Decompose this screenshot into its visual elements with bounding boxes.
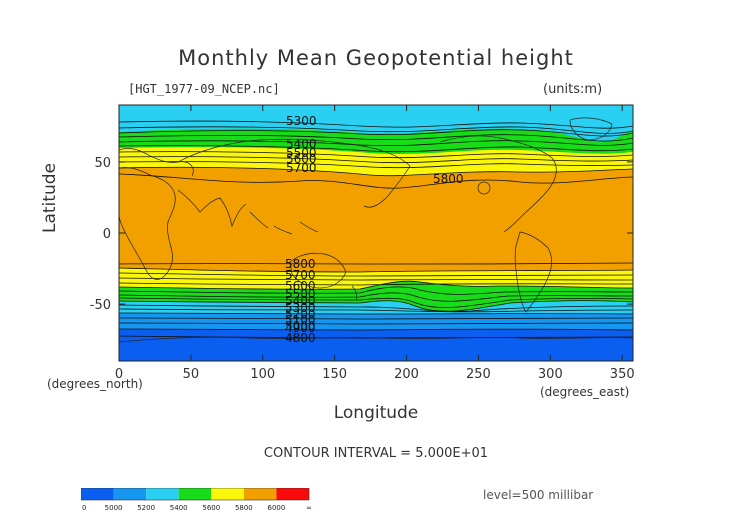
contour-label: 5500 <box>286 146 317 160</box>
contour-interval: CONTOUR INTERVAL = 5.000E+01 <box>263 446 489 461</box>
contour-lines <box>119 120 633 339</box>
color-legend: 0 5000 5200 5400 5600 5800 6000 ∞ <box>81 488 312 512</box>
legend-label: ∞ <box>306 504 312 512</box>
coastlines <box>119 117 633 343</box>
legend-swatch <box>113 488 147 500</box>
x-axis-unit: (degrees_east) <box>540 385 630 399</box>
contour-label: 5600 <box>286 152 317 166</box>
contour-label: 5800 <box>433 172 464 186</box>
map-title: Monthly Mean Geopotential height <box>178 46 574 70</box>
y-axis-unit: (degrees_north) <box>47 377 143 391</box>
contour-label: 5100 <box>285 313 316 327</box>
contour-label: 5800 <box>285 257 316 271</box>
legend-frame <box>81 488 310 501</box>
contour-label: 5500 <box>285 287 316 301</box>
legend-swatch <box>146 488 179 500</box>
x-tick-label: 200 <box>394 367 419 382</box>
legend-label: 0 <box>82 504 86 512</box>
legend-swatch <box>211 488 244 500</box>
contour-label: 5200 <box>285 307 316 321</box>
pressure-level: level=500 millibar <box>483 488 594 502</box>
x-axis-label: Longitude <box>333 403 419 423</box>
contour-label: 5700 <box>286 161 317 175</box>
x-tick-label: 50 <box>183 367 200 382</box>
legend-label: 6000 <box>268 504 286 512</box>
y-tick-label: -50 <box>90 298 111 313</box>
legend-label: 5000 <box>105 504 123 512</box>
legend-label: 5200 <box>137 504 155 512</box>
x-tick-label: 250 <box>466 367 491 382</box>
x-tick-label: 100 <box>250 367 275 382</box>
contour-labels: 5300540055005600570058005800570056005500… <box>285 114 464 345</box>
legend-swatch <box>276 488 309 500</box>
contour-label: 5300 <box>286 114 317 128</box>
band-blue-south <box>119 313 633 330</box>
legend-swatch <box>243 488 277 500</box>
legend-label: 5600 <box>202 504 220 512</box>
map-field <box>119 105 633 361</box>
contour-label: 4800 <box>285 331 316 345</box>
x-tick-label: 350 <box>610 367 635 382</box>
legend-swatch <box>178 488 212 500</box>
contour-label: 5400 <box>285 294 316 308</box>
contour-label: 4900 <box>285 321 316 335</box>
contour-label: 5400 <box>286 137 317 151</box>
contour-label: 5000 <box>285 319 316 333</box>
y-axis-label: Latitude <box>40 163 60 233</box>
legend-label: 5400 <box>170 504 188 512</box>
band-orange-tropics <box>119 167 633 272</box>
contour-label: 5300 <box>285 301 316 315</box>
y-tick-label: 50 <box>94 156 111 171</box>
x-tick-label: 150 <box>322 367 347 382</box>
legend-swatch <box>81 488 114 500</box>
y-tick-label: 0 <box>103 227 111 242</box>
legend-label: 5800 <box>235 504 253 512</box>
x-tick-label: 0 <box>115 367 123 382</box>
x-tick-label: 300 <box>538 367 563 382</box>
contour-label: 5600 <box>285 279 316 293</box>
file-name: [HGT_1977-09_NCEP.nc] <box>128 82 280 96</box>
units-label: (units:m) <box>543 82 603 97</box>
axis-ticks: 0 50 100 150 200 250 300 350 50 0 -50 <box>90 105 635 382</box>
contour-label: 5700 <box>285 268 316 282</box>
